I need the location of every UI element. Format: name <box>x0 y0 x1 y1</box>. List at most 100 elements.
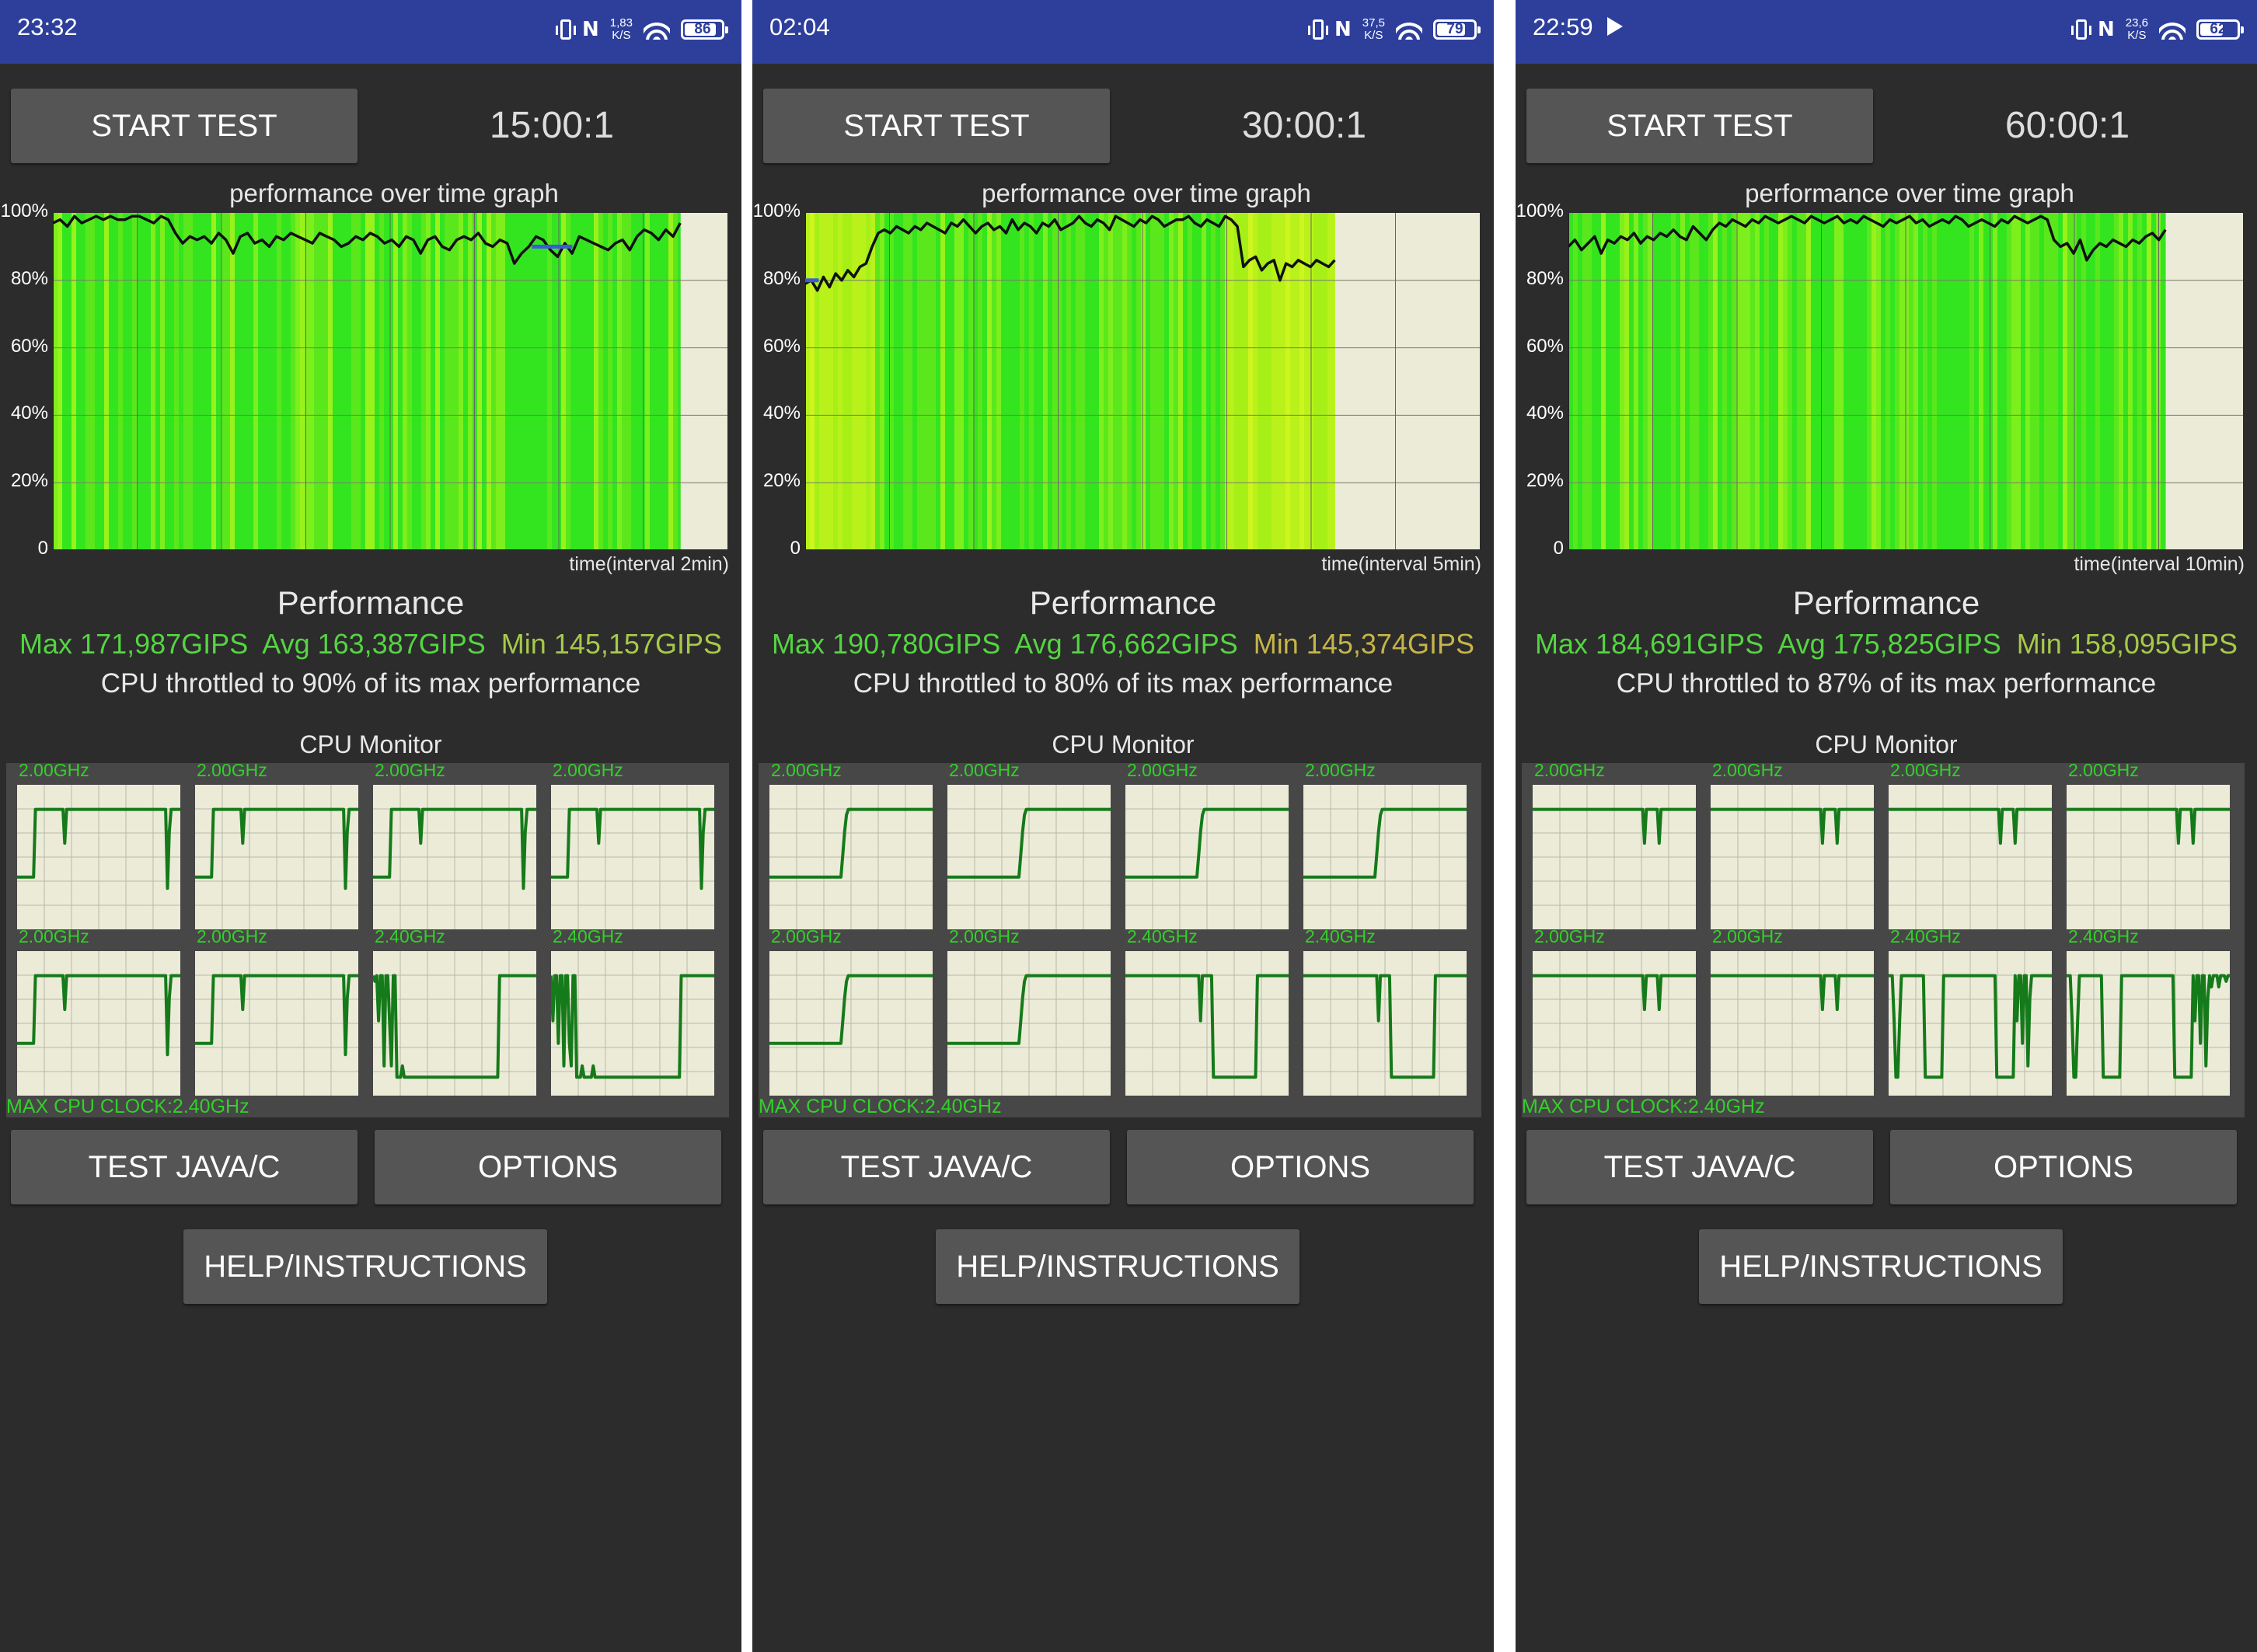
graph-stripe <box>2100 213 2105 550</box>
core-frequency-line <box>2067 974 2230 1079</box>
performance-stats: Max 190,780GIPS Avg 176,662GIPS Min 145,… <box>752 628 1494 660</box>
core-frequency: 2.00GHz <box>771 760 842 780</box>
graph-stripe <box>1248 213 1254 550</box>
performance-line <box>53 214 682 265</box>
graph-stripe <box>1974 213 1980 550</box>
graph-stripe <box>398 213 403 550</box>
graph-stripe <box>1211 213 1216 550</box>
graph-stripe <box>258 213 263 550</box>
graph-stripe <box>1690 213 1695 550</box>
graph-stripe <box>202 213 208 550</box>
graph-stripe <box>104 213 110 550</box>
graph-stripe <box>109 213 114 550</box>
graph-stripe <box>819 213 825 550</box>
graph-stripe <box>1178 213 1184 550</box>
graph-stripe <box>515 213 520 550</box>
core-frequency: 2.00GHz <box>1127 760 1198 780</box>
help-instructions-button[interactable]: HELP/INSTRUCTIONS <box>1699 1229 2063 1304</box>
graph-stripe <box>207 213 212 550</box>
graph-stripe <box>58 213 63 550</box>
graph-stripe <box>1052 213 1058 550</box>
cpu-core-graph <box>195 785 358 929</box>
start-test-button[interactable]: START TEST <box>763 89 1110 163</box>
graph-stripe <box>1839 213 1844 550</box>
nfc-icon: N <box>582 18 599 41</box>
graph-stripe <box>1615 213 1620 550</box>
graph-stripe <box>305 213 310 550</box>
cpu-core-graph <box>1711 785 1874 929</box>
core-frequency: 2.40GHz <box>1305 926 1376 946</box>
max-cpu-clock: MAX CPU CLOCK:2.40GHz <box>759 1096 1002 1117</box>
y-tick-label: 40% <box>762 403 801 424</box>
graph-stripe <box>931 213 937 550</box>
options-button[interactable]: OPTIONS <box>1127 1130 1474 1204</box>
graph-stripe <box>1764 213 1770 550</box>
graph-stripe <box>1606 213 1611 550</box>
graph-stripe <box>183 213 189 550</box>
help-instructions-button[interactable]: HELP/INSTRUCTIONS <box>183 1229 547 1304</box>
graph-stripe <box>127 213 133 550</box>
graph-stripe <box>2142 213 2147 550</box>
graph-stripe <box>1699 213 1704 550</box>
core-frequency-line <box>1533 974 1696 1012</box>
graph-stripe <box>2165 213 2166 550</box>
graph-stripe <box>1020 213 1025 550</box>
graph-stripe <box>1304 213 1310 550</box>
graph-stripe <box>123 213 128 550</box>
graph-stripe <box>903 213 909 550</box>
graph-stripe <box>1694 213 1700 550</box>
cpu-core-graph <box>769 785 933 929</box>
graph-stripe <box>519 213 525 550</box>
core-frequency-line <box>1533 807 1696 845</box>
graph-stripe <box>501 213 506 550</box>
graph-stripe <box>1066 213 1072 550</box>
core-frequency-line <box>373 807 536 890</box>
graph-stripe <box>1741 213 1746 550</box>
graph-stripe <box>1062 213 1067 550</box>
avg-gips: Avg 163,387GIPS <box>262 628 486 660</box>
start-test-button[interactable]: START TEST <box>11 89 358 163</box>
graph-stripe <box>964 213 969 550</box>
test-java-c-button[interactable]: TEST JAVA/C <box>11 1130 358 1204</box>
graph-stripe <box>1825 213 1830 550</box>
graph-stripe <box>449 213 455 550</box>
test-java-c-button[interactable]: TEST JAVA/C <box>1526 1130 1873 1204</box>
graph-stripe <box>1136 213 1142 550</box>
graph-stripe <box>1844 213 1849 550</box>
y-tick-label: 40% <box>10 403 48 424</box>
cpu-monitor: 2.00GHz 2.00GHz 2.00GHz 2.00GHz 2.00GHz 2.00G… <box>6 760 729 1117</box>
vibrate-icon <box>556 19 577 40</box>
y-tick-label: 80% <box>10 267 48 289</box>
options-button[interactable]: OPTIONS <box>375 1130 721 1204</box>
graph-stripe <box>1862 213 1868 550</box>
graph-stripe <box>309 213 315 550</box>
graph-stripe <box>847 213 853 550</box>
graph-stripe <box>1578 213 1583 550</box>
test-java-c-button[interactable]: TEST JAVA/C <box>763 1130 1110 1204</box>
graph-stripe <box>1983 213 1989 550</box>
graph-stripe <box>954 213 960 550</box>
graph-stripe <box>580 213 585 550</box>
cpu-core-graph <box>1125 951 1289 1096</box>
graph-stripe <box>1620 213 1625 550</box>
graph-stripe <box>1960 213 1966 550</box>
graph-stripe <box>1951 213 1956 550</box>
graph-stripe <box>889 213 895 550</box>
y-tick-label: 20% <box>762 470 801 492</box>
graph-stripe <box>211 213 217 550</box>
start-test-button[interactable]: START TEST <box>1526 89 1873 163</box>
options-button[interactable]: OPTIONS <box>1890 1130 2237 1204</box>
graph-stripe <box>225 213 231 550</box>
graph-stripe <box>333 213 338 550</box>
core-frequency-line <box>2067 807 2230 845</box>
graph-stripe <box>1955 213 1961 550</box>
graph-stripe <box>650 213 655 550</box>
graph-stripe <box>197 213 203 550</box>
graph-stripe <box>1587 213 1592 550</box>
core-frequency: 2.40GHz <box>1890 926 1961 946</box>
graph-stripe <box>589 213 595 550</box>
help-instructions-button[interactable]: HELP/INSTRUCTIONS <box>936 1229 1299 1304</box>
core-frequency: 2.00GHz <box>553 760 623 780</box>
status-bar: 02:04 N 37,5 K/S 79 <box>752 0 1494 64</box>
graph-stripe <box>1778 213 1784 550</box>
